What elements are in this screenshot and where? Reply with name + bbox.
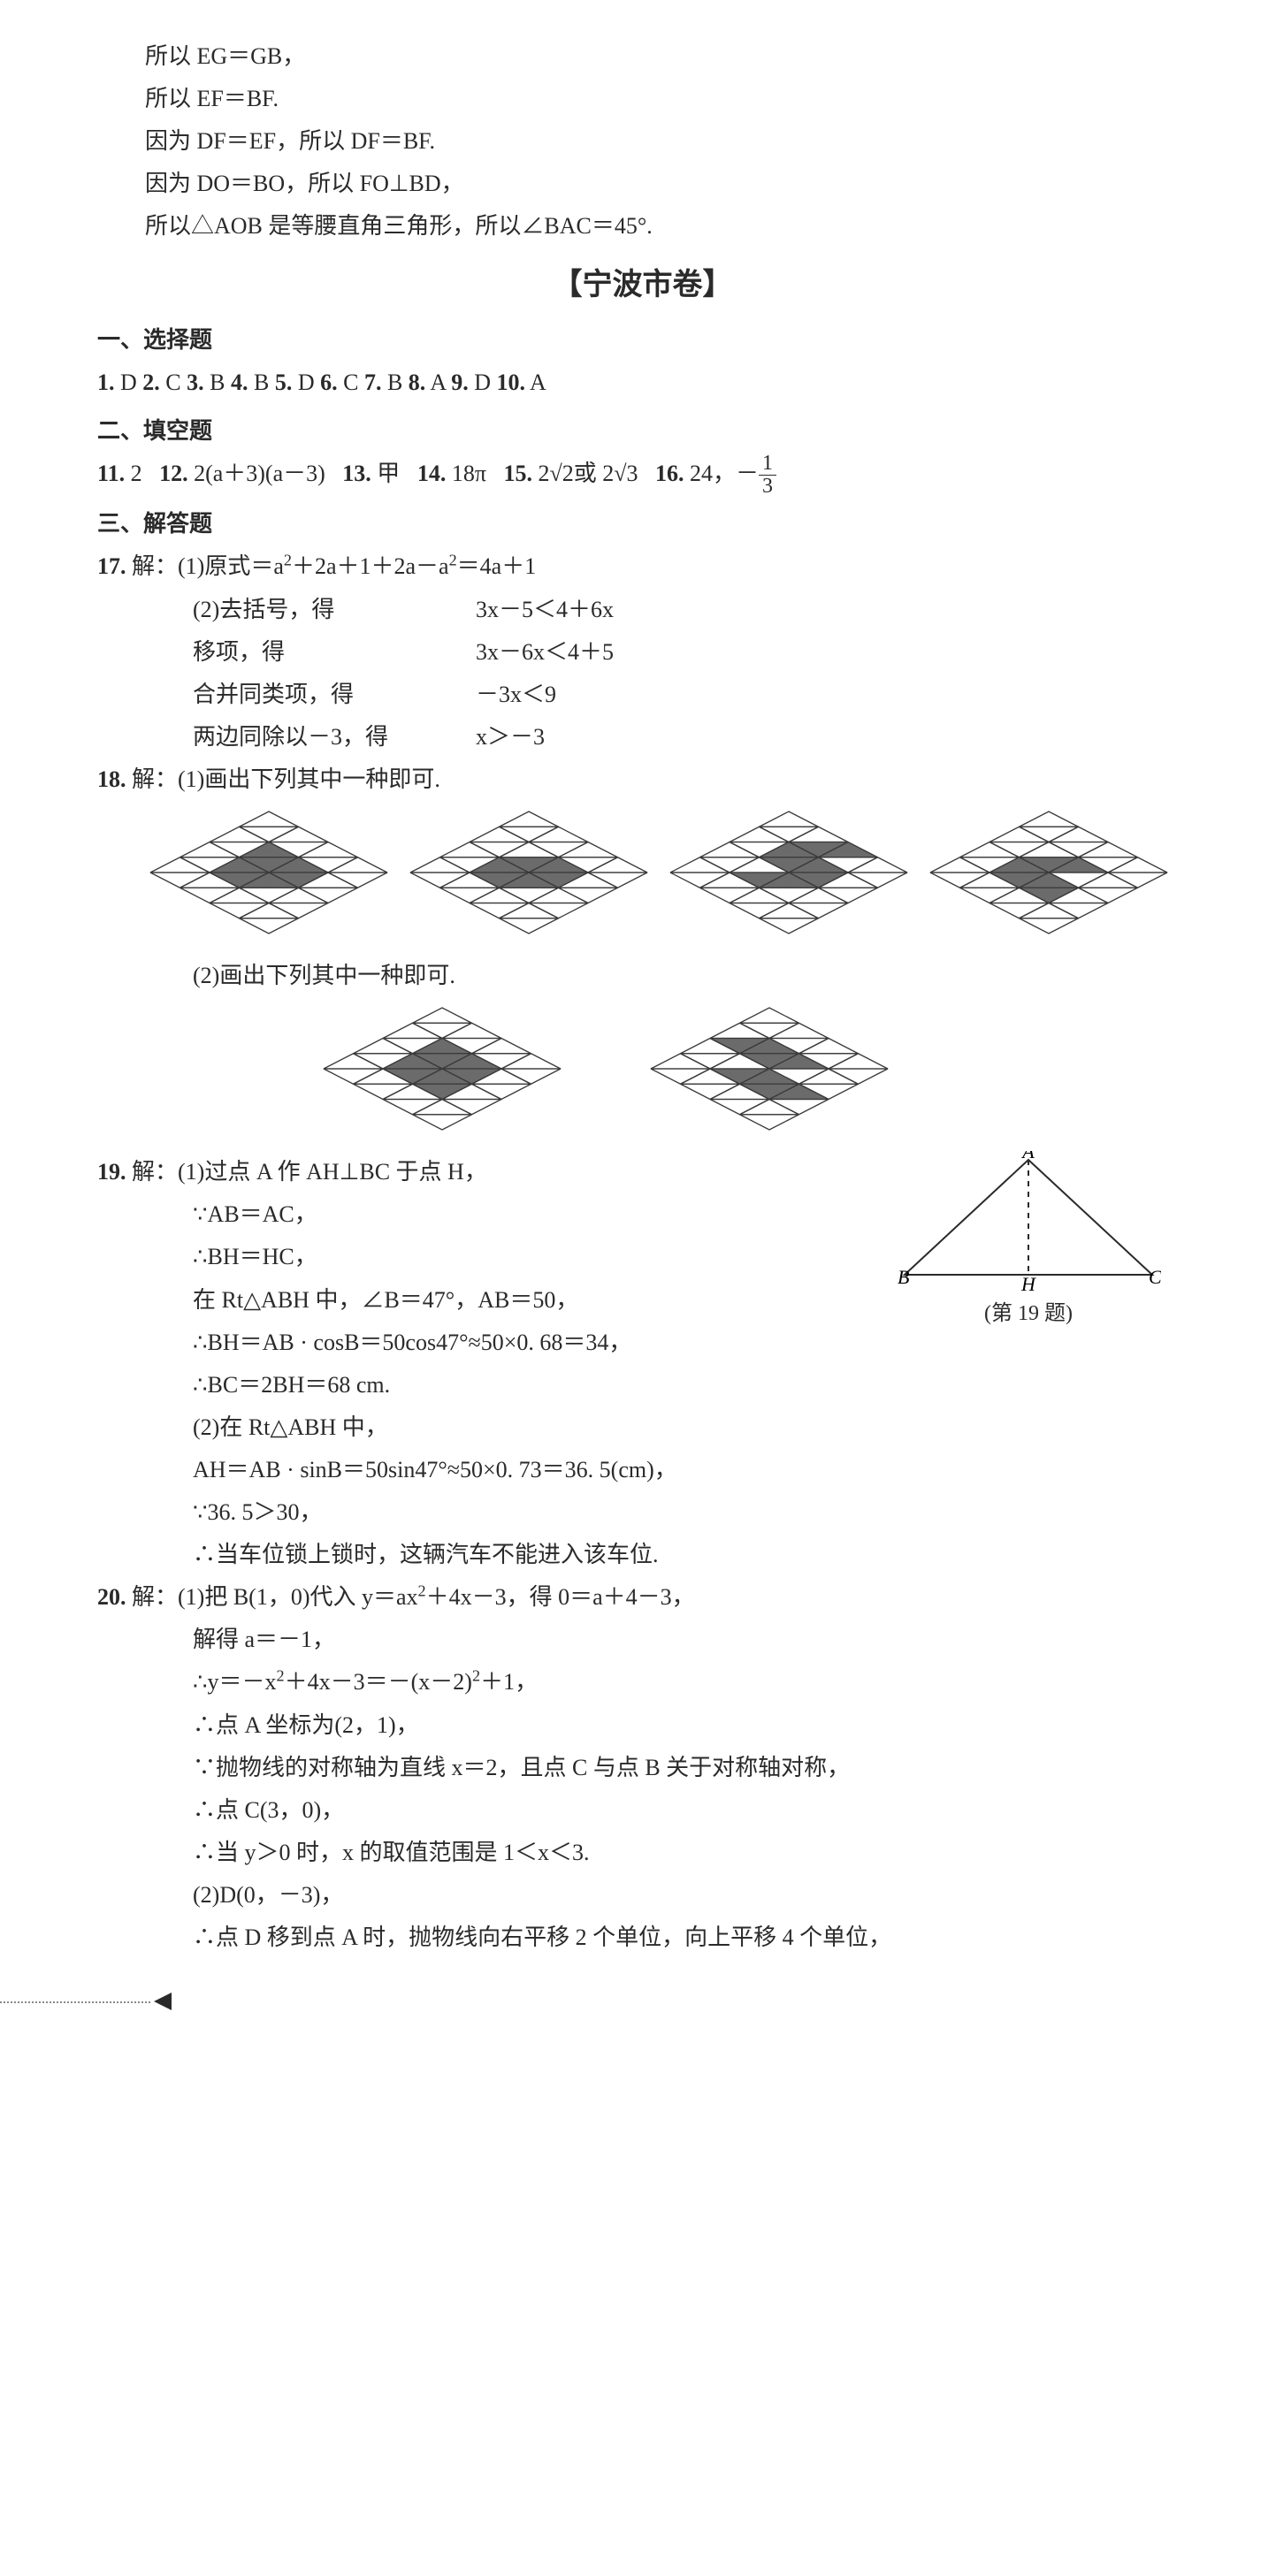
mcq-val: B	[381, 370, 408, 395]
q20-l2: 解得 a＝－1，	[97, 1619, 1188, 1661]
fill-13-num: 13.	[342, 461, 371, 486]
q20-l8: (2)D(0，－3)，	[97, 1874, 1188, 1917]
q17-step5: 两边同除以－3，得x＞－3	[97, 716, 1188, 758]
section-3-heading: 三、解答题	[97, 503, 1188, 545]
fill-16-val-a: 24，－	[690, 461, 759, 486]
mcq-num: 3.	[187, 370, 204, 395]
pre-line-2: 所以 EF＝BF.	[97, 78, 1188, 120]
q17-head: 17. 17. 解：(1)原式＝a²＋2a＋1＋2a－a²＝4a＋1解：(1)原…	[97, 545, 1188, 588]
mcq-val: C	[338, 370, 364, 395]
mcq-num: 8.	[409, 370, 426, 395]
mcq-val: B	[204, 370, 231, 395]
q17-step2: (2)去括号，得3x－5＜4＋6x	[97, 589, 1188, 631]
q18-head: 18. 解：(1)画出下列其中一种即可.	[97, 758, 1188, 801]
fill-13-val: 甲	[377, 461, 400, 486]
mcq-num: 4.	[231, 370, 248, 395]
q19-l9: ∵36. 5＞30，	[97, 1491, 1188, 1534]
fill-11-val: 2	[131, 461, 142, 486]
q20-l6: ∴点 C(3，0)，	[97, 1789, 1188, 1832]
q20-l7: ∴当 y＞0 时，x 的取值范围是 1＜x＜3.	[97, 1832, 1188, 1874]
left-triangle-icon	[152, 1991, 173, 2012]
q18-figures-row-2	[97, 1002, 1188, 1149]
triangle-caption: (第 19 题)	[896, 1294, 1161, 1333]
q18-mid: (2)画出下列其中一种即可.	[97, 955, 1188, 997]
fill-15-num: 15.	[503, 461, 532, 486]
q20-l5: ∵抛物线的对称轴为直线 x＝2，且点 C 与点 B 关于对称轴对称，	[97, 1747, 1188, 1789]
mcq-row: 1. D 2. C 3. B 4. B 5. D 6. C 7. B 8. A …	[97, 362, 1188, 404]
mcq-num: 2.	[142, 370, 160, 395]
paper-title: 【宁波市卷】	[97, 258, 1188, 314]
mcq-num: 7.	[364, 370, 382, 395]
q19-l10: ∴当车位锁上锁时，这辆汽车不能进入该车位.	[97, 1534, 1188, 1576]
fill-16-num: 16.	[655, 461, 684, 486]
vertex-C: C	[1149, 1266, 1161, 1288]
q17-step4: 合并同类项，得－3x＜9	[97, 674, 1188, 716]
mcq-val: D	[115, 370, 143, 395]
pre-line-3: 因为 DF＝EF，所以 DF＝BF.	[97, 120, 1188, 163]
vertex-B: B	[898, 1266, 909, 1288]
q20-l3: ∴y＝－x2＋4x－3＝－(x－2)2＋1，	[97, 1661, 1188, 1703]
mcq-val: D	[292, 370, 320, 395]
mcq-val: C	[160, 370, 187, 395]
mcq-num: 5.	[275, 370, 293, 395]
mcq-num: 1.	[97, 370, 115, 395]
fill-14-num: 14.	[417, 461, 447, 486]
fill-12-val: 2(a＋3)(a－3)	[194, 461, 325, 486]
fill-row: 11. 2 12. 2(a＋3)(a－3) 13. 甲 14. 18π 15. …	[97, 453, 1188, 499]
triangle-figure: A B C H (第 19 题)	[896, 1151, 1161, 1333]
mcq-val: D	[469, 370, 497, 395]
fill-14-val: 18π	[452, 461, 486, 486]
fill-15-val: 2√2或 2√3	[538, 461, 638, 486]
q18-figures-row-1	[97, 806, 1188, 953]
pre-line-4: 因为 DO＝BO，所以 FO⊥BD，	[97, 163, 1188, 205]
mcq-num: 10.	[496, 370, 525, 395]
section-2-heading: 二、填空题	[97, 410, 1188, 453]
page-footer-marker	[97, 1985, 1188, 2021]
vertex-A: A	[1020, 1151, 1035, 1162]
pre-line-5: 所以△AOB 是等腰直角三角形，所以∠BAC＝45°.	[97, 205, 1188, 248]
section-1-heading: 一、选择题	[97, 319, 1188, 362]
q20-head: 20. 解：(1)把 B(1，0)代入 y＝ax2＋4x－3，得 0＝a＋4－3…	[97, 1576, 1188, 1619]
mcq-val: A	[525, 370, 546, 395]
mcq-val: A	[425, 370, 451, 395]
pre-line-1: 所以 EG＝GB，	[97, 35, 1188, 78]
q19-l6: ∴BC＝2BH＝68 cm.	[97, 1364, 1188, 1406]
q19-l7: (2)在 Rt△ABH 中，	[97, 1406, 1188, 1449]
mcq-num: 6.	[320, 370, 338, 395]
q19-block: A B C H (第 19 题) 19. 解：(1)过点 A 作 AH⊥BC 于…	[97, 1151, 1188, 1576]
fill-11-num: 11.	[97, 461, 125, 486]
q20-l9: ∴点 D 移到点 A 时，抛物线向右平移 2 个单位，向上平移 4 个单位，	[97, 1917, 1188, 1959]
fill-12-num: 12.	[159, 461, 188, 486]
q17-step3: 移项，得3x－6x＜4＋5	[97, 631, 1188, 674]
vertex-H: H	[1020, 1273, 1036, 1292]
q20-l4: ∴点 A 坐标为(2，1)，	[97, 1704, 1188, 1747]
q19-l8: AH＝AB · sinB＝50sin47°≈50×0. 73＝36. 5(cm)…	[97, 1449, 1188, 1491]
mcq-val: B	[248, 370, 274, 395]
mcq-num: 9.	[451, 370, 469, 395]
fill-16-frac: 13	[759, 453, 776, 498]
